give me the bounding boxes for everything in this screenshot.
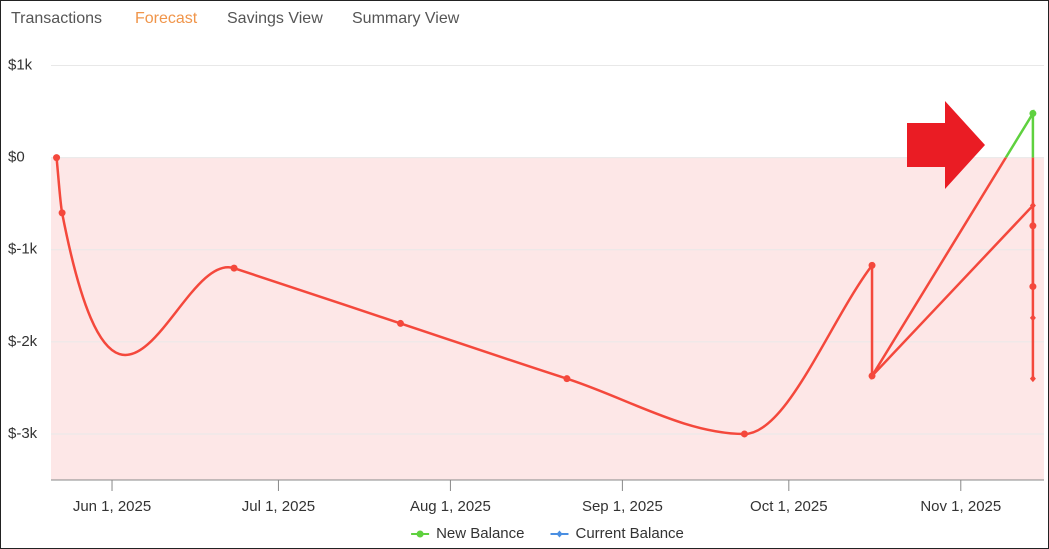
balance-line	[871, 202, 1035, 379]
point-marker	[1029, 109, 1037, 117]
tab[interactable]: Transactions	[11, 10, 102, 27]
legend: New Balance Current Balance	[411, 525, 684, 542]
point-marker	[1029, 375, 1036, 383]
legend-label: New Balance	[436, 525, 524, 542]
tab[interactable]: Savings View	[227, 10, 323, 27]
point-marker	[1029, 314, 1036, 322]
negative-region	[51, 157, 1044, 480]
point-marker	[740, 430, 748, 438]
point-marker	[230, 264, 238, 272]
legend-marker	[416, 530, 424, 538]
y-tick-label: $1k	[8, 56, 33, 73]
x-tick-label: Jul 1, 2025	[242, 498, 315, 515]
point-marker	[58, 209, 66, 217]
tab[interactable]: Forecast	[135, 10, 198, 27]
annotation-arrow	[907, 101, 985, 189]
x-tick-label: Oct 1, 2025	[750, 498, 828, 515]
point-marker	[1029, 222, 1037, 230]
legend-label: Current Balance	[575, 525, 683, 542]
y-tick-label: $-3k	[8, 425, 38, 442]
y-tick-label: $0	[8, 149, 25, 166]
point-marker	[868, 261, 876, 269]
point-marker	[869, 372, 876, 380]
x-tick-label: Nov 1, 2025	[920, 498, 1001, 515]
point-marker	[53, 154, 61, 162]
y-tick-label: $-2k	[8, 333, 38, 350]
legend-marker	[556, 530, 563, 538]
point-marker	[1029, 202, 1036, 210]
point-marker	[396, 319, 404, 327]
y-tick-label: $-1k	[8, 241, 38, 258]
point-marker	[1029, 283, 1037, 291]
tab[interactable]: Summary View	[352, 10, 460, 27]
x-tick-label: Aug 1, 2025	[410, 498, 491, 515]
legend-item[interactable]: New Balance	[411, 525, 524, 542]
x-tick-label: Sep 1, 2025	[582, 498, 663, 515]
x-tick-label: Jun 1, 2025	[73, 498, 151, 515]
legend-item[interactable]: Current Balance	[550, 525, 684, 542]
point-marker	[563, 375, 571, 383]
